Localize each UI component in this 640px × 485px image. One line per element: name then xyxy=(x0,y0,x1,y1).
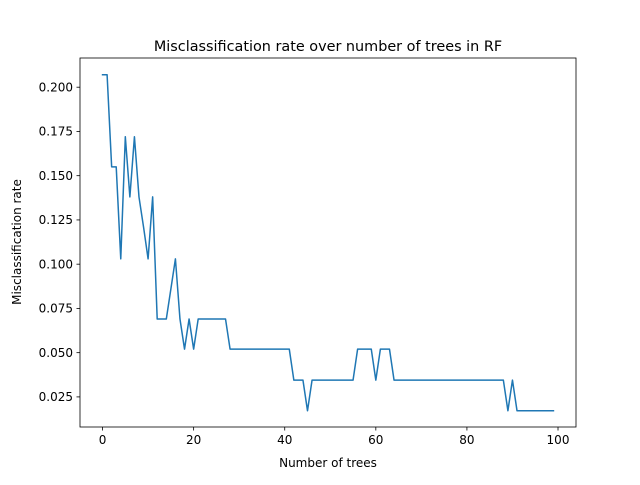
y-axis-label: Misclassification rate xyxy=(10,179,24,305)
x-axis-label: Number of trees xyxy=(279,456,377,470)
y-tick-label: 0.125 xyxy=(39,213,73,227)
chart-title: Misclassification rate over number of tr… xyxy=(154,39,502,55)
axes-frame xyxy=(79,57,577,428)
y-tick-label: 0.200 xyxy=(39,81,73,95)
plot-area: 0 20 40 60 80 100 0.025 0.050 0.075 0.100 0.125 0.1… xyxy=(39,57,577,447)
y-tick-label: 0.075 xyxy=(39,302,73,316)
y-tick-label: 0.175 xyxy=(39,125,73,139)
x-tick-label: 60 xyxy=(368,433,383,447)
series-line-1 xyxy=(101,74,555,412)
y-tick-label: 0.150 xyxy=(39,169,73,183)
y-tick-label: 0.100 xyxy=(39,257,73,271)
x-tick-label: 0 xyxy=(99,433,107,447)
x-tick-label: 100 xyxy=(547,433,570,447)
x-tick-label: 40 xyxy=(277,433,292,447)
y-tick-label: 0.025 xyxy=(39,390,73,404)
x-tick-label: 80 xyxy=(459,433,474,447)
x-tick-label: 20 xyxy=(186,433,201,447)
y-tick-label: 0.050 xyxy=(39,346,73,360)
